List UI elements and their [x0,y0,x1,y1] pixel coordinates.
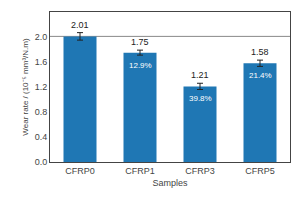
svg-text:CFRP5: CFRP5 [245,166,275,176]
svg-text:Samples: Samples [152,178,188,188]
svg-text:1.75: 1.75 [131,37,149,47]
svg-text:2.0: 2.0 [35,32,48,42]
svg-text:0.8: 0.8 [35,107,48,117]
svg-text:CFRP3: CFRP3 [185,166,215,176]
svg-text:1.2: 1.2 [35,82,48,92]
svg-text:39.8%: 39.8% [189,94,212,103]
svg-text:12.9%: 12.9% [129,61,152,70]
svg-text:CFRP1: CFRP1 [125,166,155,176]
svg-text:CFRP0: CFRP0 [65,166,95,176]
svg-text:1.21: 1.21 [191,70,209,80]
svg-text:Wear rate / (10⁻⁵ mm³/N.m): Wear rate / (10⁻⁵ mm³/N.m) [21,38,30,136]
svg-text:0.4: 0.4 [35,132,48,142]
svg-text:0.0: 0.0 [35,157,48,167]
svg-text:21.4%: 21.4% [249,71,272,80]
svg-text:1.6: 1.6 [35,57,48,67]
svg-text:2.01: 2.01 [71,20,89,30]
svg-text:1.58: 1.58 [251,47,269,57]
